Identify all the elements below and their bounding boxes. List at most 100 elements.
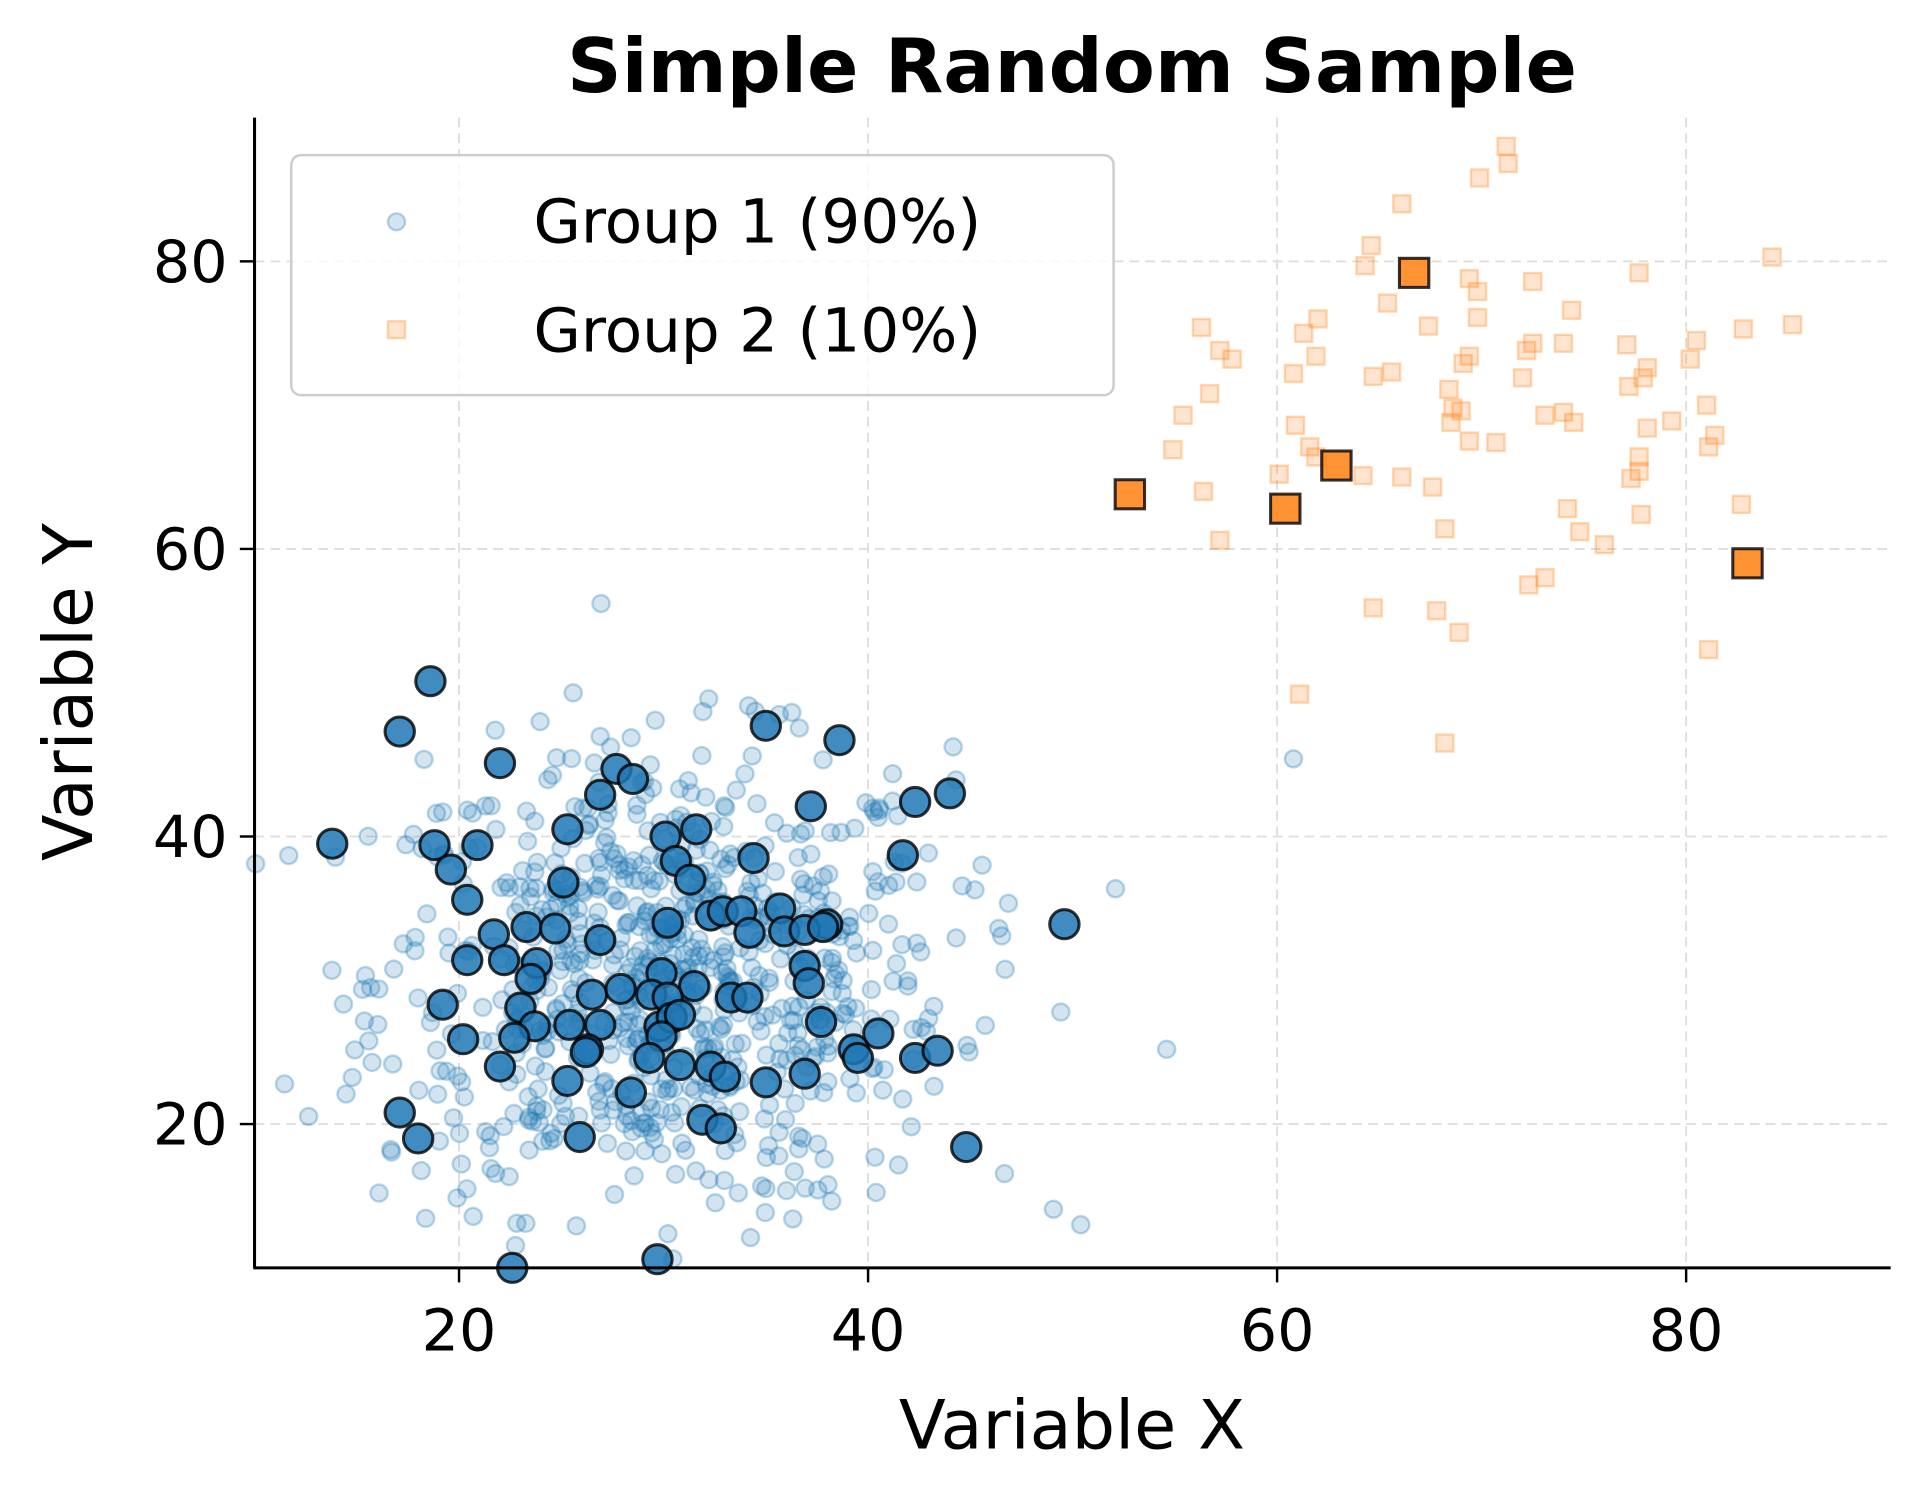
group2-population-point bbox=[1698, 639, 1719, 660]
group2-population-point bbox=[1418, 316, 1439, 336]
group2-population-point bbox=[1269, 464, 1289, 484]
group1-population-point bbox=[780, 1010, 801, 1031]
group1-population-point bbox=[528, 1079, 548, 1099]
group2-population-point bbox=[1619, 376, 1639, 397]
group1-sampled-point bbox=[418, 829, 451, 862]
group1-population-point bbox=[887, 806, 908, 826]
group1-population-point bbox=[835, 1004, 856, 1025]
group2-population-point bbox=[1733, 319, 1754, 339]
group1-population-point bbox=[684, 1080, 705, 1100]
group1-population-point bbox=[810, 881, 831, 901]
group1-population-point bbox=[427, 1084, 448, 1104]
group2-population-point bbox=[1467, 281, 1488, 302]
group2-population-point bbox=[1496, 136, 1516, 157]
group1-population-point bbox=[414, 749, 434, 770]
group1-population-point bbox=[533, 1100, 553, 1120]
group1-population-point bbox=[417, 904, 437, 924]
group1-population-point bbox=[794, 874, 815, 894]
group1-population-point bbox=[728, 1183, 749, 1203]
group1-population-point bbox=[661, 1102, 682, 1123]
group1-population-point bbox=[451, 1154, 472, 1174]
group1-sampled-point bbox=[583, 923, 617, 957]
group1-population-point bbox=[818, 1174, 838, 1195]
group1-sampled-point bbox=[792, 967, 825, 1000]
group1-population-point bbox=[821, 1191, 842, 1211]
group1-population-point bbox=[901, 1117, 922, 1137]
group1-population-point bbox=[593, 1074, 614, 1094]
group1-population-point bbox=[715, 943, 736, 963]
group1-population-point bbox=[609, 860, 629, 880]
group1-sampled-point bbox=[823, 724, 856, 757]
group1-population-point bbox=[481, 1158, 501, 1179]
group1-population-point bbox=[813, 750, 833, 770]
group1-population-point bbox=[588, 902, 608, 922]
group1-population-point bbox=[382, 1054, 403, 1074]
group1-population-point bbox=[671, 1096, 692, 1117]
group1-population-point bbox=[785, 1093, 805, 1114]
group1-population-point bbox=[735, 764, 755, 784]
group2-population-point bbox=[1629, 263, 1649, 283]
group1-population-point bbox=[689, 946, 709, 966]
group2-sampled-point bbox=[1320, 449, 1353, 482]
group1-population-point bbox=[633, 1113, 654, 1133]
group1-population-point bbox=[865, 1147, 885, 1167]
group1-population-point bbox=[588, 879, 608, 899]
group1-population-point bbox=[436, 1061, 457, 1081]
group1-population-point bbox=[959, 1042, 979, 1062]
group2-population-point bbox=[1637, 418, 1658, 438]
group1-population-point bbox=[698, 689, 719, 709]
group1-population-point bbox=[807, 1134, 828, 1154]
group2-population-point bbox=[1451, 401, 1471, 421]
group1-population-point bbox=[903, 1019, 924, 1040]
group1-population-point bbox=[674, 944, 694, 964]
group1-sampled-point bbox=[451, 883, 484, 916]
group1-population-point bbox=[869, 798, 889, 818]
group2-population-point bbox=[1512, 368, 1533, 388]
group1-population-point bbox=[765, 861, 786, 882]
group1-sampled-point bbox=[383, 1096, 416, 1129]
group1-population-point bbox=[711, 1019, 731, 1039]
group1-population-point bbox=[550, 960, 570, 981]
group1-population-point bbox=[713, 816, 734, 837]
group1-population-point bbox=[808, 891, 828, 911]
group1-population-point bbox=[519, 1140, 539, 1160]
group1-population-point bbox=[532, 899, 553, 920]
group1-population-point bbox=[911, 1017, 932, 1038]
group1-population-point bbox=[510, 877, 530, 897]
group1-population-point bbox=[568, 899, 589, 919]
group1-population-point bbox=[447, 1188, 467, 1208]
group1-sampled-point bbox=[616, 762, 650, 796]
group2-population-point bbox=[1426, 601, 1447, 621]
group1-population-point bbox=[603, 1100, 623, 1120]
group1-population-point bbox=[535, 1039, 555, 1059]
group2-population-point bbox=[1782, 314, 1803, 335]
group1-population-point bbox=[918, 1008, 939, 1029]
group1-population-point bbox=[525, 1056, 546, 1076]
group2-sampled-point bbox=[1113, 478, 1147, 511]
group1-sampled-point bbox=[553, 1008, 586, 1041]
group1-population-point bbox=[822, 981, 842, 1002]
x-axis-label: Variable X bbox=[899, 1387, 1245, 1466]
group1-population-point bbox=[358, 826, 378, 846]
group1-sampled-point bbox=[434, 853, 468, 886]
group1-population-point bbox=[699, 1169, 719, 1190]
group2-population-point bbox=[1459, 431, 1480, 451]
group1-population-point bbox=[695, 787, 716, 807]
group1-population-point bbox=[656, 1081, 677, 1102]
group1-population-point bbox=[821, 952, 842, 972]
group1-population-point bbox=[546, 748, 567, 768]
group1-population-point bbox=[755, 1202, 776, 1223]
group1-population-point bbox=[568, 911, 589, 932]
group1-sampled-point bbox=[575, 978, 609, 1011]
group1-population-point bbox=[481, 796, 501, 816]
group1-population-point bbox=[768, 1146, 789, 1166]
group1-population-point bbox=[754, 1109, 775, 1129]
group1-population-point bbox=[788, 1139, 809, 1159]
group1-population-point bbox=[571, 944, 591, 964]
group1-population-point bbox=[336, 1084, 356, 1104]
group1-population-point bbox=[618, 1036, 639, 1056]
group1-population-point bbox=[602, 955, 623, 975]
group1-population-point bbox=[790, 824, 811, 844]
group1-population-point bbox=[682, 938, 702, 958]
group1-population-point bbox=[604, 1184, 625, 1205]
